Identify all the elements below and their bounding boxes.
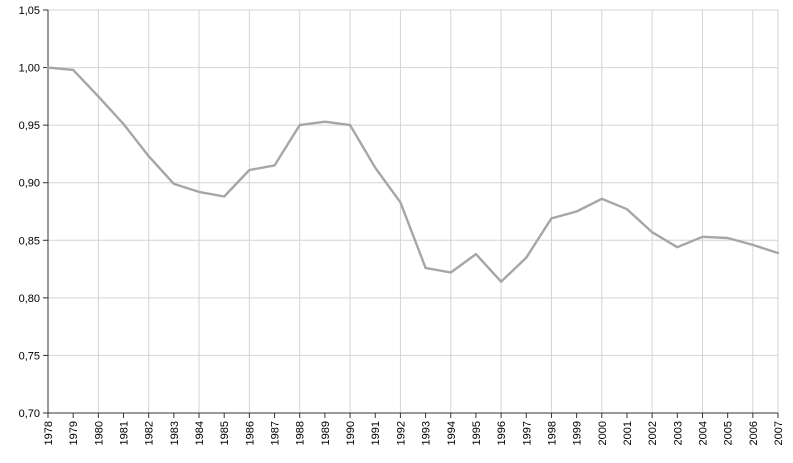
x-tick-label: 1991 <box>370 421 382 445</box>
x-tick-label: 1984 <box>194 421 206 445</box>
x-tick-label: 2003 <box>672 421 684 445</box>
y-tick-label: 0,70 <box>19 408 40 420</box>
x-tick-label: 2004 <box>697 421 709 445</box>
x-tick-label: 1987 <box>270 421 282 445</box>
y-tick-label: 0,75 <box>19 350 40 362</box>
x-tick-label: 2005 <box>723 421 735 445</box>
x-tick-label: 1979 <box>68 421 80 445</box>
x-tick-label: 1998 <box>546 421 558 445</box>
x-tick-label: 1999 <box>572 421 584 445</box>
y-tick-label: 0,95 <box>19 120 40 132</box>
x-tick-label: 1989 <box>320 421 332 445</box>
x-tick-label: 2006 <box>748 421 760 445</box>
x-tick-label: 1995 <box>471 421 483 445</box>
y-tick-label: 1,05 <box>19 5 40 17</box>
x-tick-label: 2007 <box>773 421 785 445</box>
x-tick-label: 1978 <box>43 421 55 445</box>
x-tick-label: 1986 <box>244 421 256 445</box>
y-tick-label: 1,00 <box>19 63 40 75</box>
x-tick-label: 1996 <box>496 421 508 445</box>
x-tick-label: 1985 <box>219 421 231 445</box>
x-tick-label: 2002 <box>647 421 659 445</box>
x-tick-label: 2000 <box>597 421 609 445</box>
x-tick-label: 1988 <box>295 421 307 445</box>
x-tick-label: 2001 <box>622 421 634 445</box>
y-tick-label: 0,90 <box>19 178 40 190</box>
x-tick-label: 1993 <box>421 421 433 445</box>
y-tick-label: 0,85 <box>19 235 40 247</box>
x-tick-label: 1994 <box>446 421 458 445</box>
x-tick-label: 1997 <box>521 421 533 445</box>
x-tick-label: 1981 <box>119 421 131 445</box>
x-tick-label: 1990 <box>345 421 357 445</box>
x-tick-label: 1982 <box>144 421 156 445</box>
y-tick-label: 0,80 <box>19 293 40 305</box>
x-tick-label: 1983 <box>169 421 181 445</box>
x-tick-label: 1992 <box>395 421 407 445</box>
data-line-series <box>46 66 780 283</box>
x-tick-label: 1980 <box>93 421 105 445</box>
